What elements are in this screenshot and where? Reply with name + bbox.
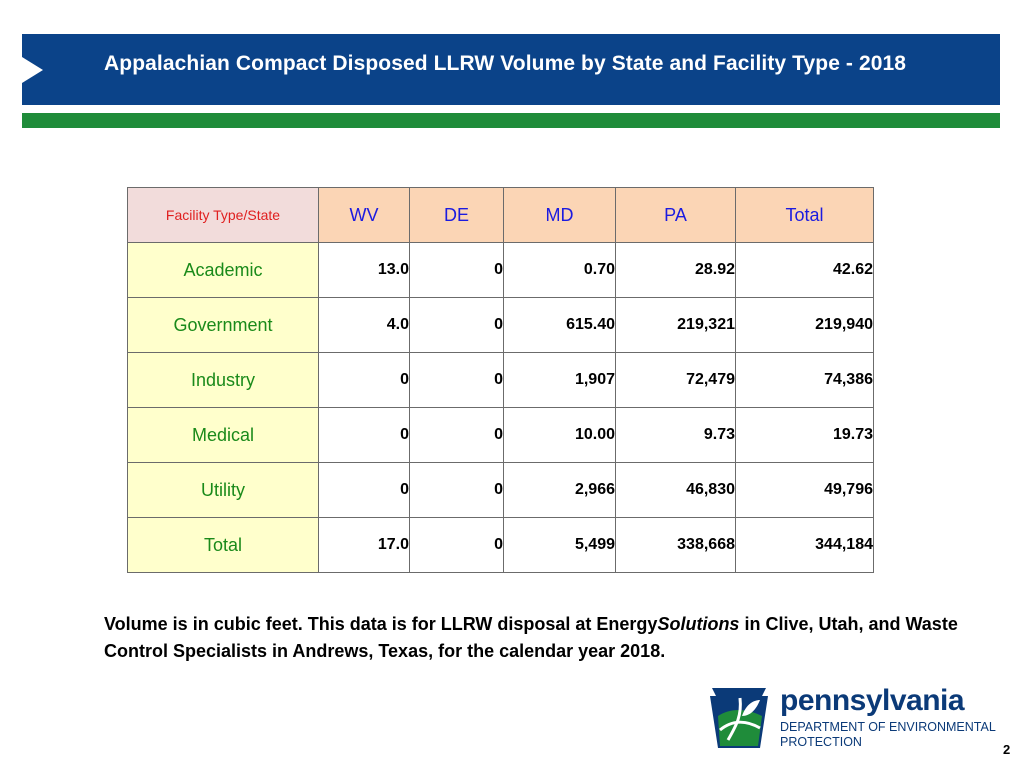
table-cell: 74,386: [735, 352, 874, 408]
table-cell: 4.0: [318, 297, 410, 353]
table-cell: 0: [409, 517, 504, 573]
table-cell: 219,321: [615, 297, 736, 353]
table-cell: 42.62: [735, 242, 874, 298]
pa-dep-logo: pennsylvania DEPARTMENT OF ENVIRONMENTAL…: [706, 684, 1006, 752]
table-cell: 0: [409, 462, 504, 518]
table-cell: 0.70: [503, 242, 616, 298]
column-header-total: Total: [735, 187, 874, 243]
footnote: Volume is in cubic feet. This data is fo…: [104, 611, 964, 665]
page-number: 2: [1003, 742, 1011, 757]
column-header-de: DE: [409, 187, 504, 243]
row-label-government: Government: [127, 297, 319, 353]
table-cell: 0: [318, 352, 410, 408]
table-row: Government 4.0 0 615.40 219,321 219,940: [127, 297, 874, 353]
column-header-wv: WV: [318, 187, 410, 243]
table-row-total: Total 17.0 0 5,499 338,668 344,184: [127, 517, 874, 573]
table-cell: 5,499: [503, 517, 616, 573]
row-label-total: Total: [127, 517, 319, 573]
table-cell: 338,668: [615, 517, 736, 573]
row-label-academic: Academic: [127, 242, 319, 298]
table-cell: 1,907: [503, 352, 616, 408]
table-cell: 9.73: [615, 407, 736, 463]
table-cell: 0: [318, 462, 410, 518]
table-cell: 219,940: [735, 297, 874, 353]
logo-wordmark: pennsylvania: [780, 684, 965, 717]
corner-header: Facility Type/State: [127, 187, 319, 243]
slide-title: Appalachian Compact Disposed LLRW Volume…: [104, 52, 907, 75]
table-cell: 46,830: [615, 462, 736, 518]
arrow-icon: [22, 57, 43, 83]
table-row: Medical 0 0 10.00 9.73 19.73: [127, 407, 874, 463]
logo-dept-line-2: PROTECTION: [780, 735, 862, 749]
table-cell: 0: [409, 242, 504, 298]
table-cell: 17.0: [318, 517, 410, 573]
table-cell: 13.0: [318, 242, 410, 298]
table-row: Academic 13.0 0 0.70 28.92 42.62: [127, 242, 874, 298]
table-cell: 0: [409, 352, 504, 408]
table-cell: 72,479: [615, 352, 736, 408]
accent-bar: [22, 113, 1000, 128]
table-cell: 0: [318, 407, 410, 463]
footnote-text-1: Volume is in cubic feet. This data is fo…: [104, 614, 658, 634]
table-cell: 344,184: [735, 517, 874, 573]
column-header-md: MD: [503, 187, 616, 243]
table-cell: 19.73: [735, 407, 874, 463]
llrw-volume-table: Facility Type/State WV DE MD PA Total Ac…: [127, 187, 874, 573]
footnote-text-2: in Clive, Utah, and Waste Control Specia…: [104, 614, 958, 661]
table-row: Utility 0 0 2,966 46,830 49,796: [127, 462, 874, 518]
table-cell: 2,966: [503, 462, 616, 518]
row-label-medical: Medical: [127, 407, 319, 463]
footnote-italic: Solutions: [657, 614, 740, 634]
row-label-industry: Industry: [127, 352, 319, 408]
table-cell: 10.00: [503, 407, 616, 463]
logo-dept-line-1: DEPARTMENT OF ENVIRONMENTAL: [780, 720, 996, 734]
column-header-pa: PA: [615, 187, 736, 243]
table-cell: 49,796: [735, 462, 874, 518]
table-cell: 0: [409, 407, 504, 463]
logo-department: DEPARTMENT OF ENVIRONMENTAL PROTECTION: [780, 720, 996, 750]
table-cell: 615.40: [503, 297, 616, 353]
keystone-logo-icon: [710, 688, 768, 748]
table-header-row: Facility Type/State WV DE MD PA Total: [127, 187, 874, 243]
table-row: Industry 0 0 1,907 72,479 74,386: [127, 352, 874, 408]
row-label-utility: Utility: [127, 462, 319, 518]
title-bar: Appalachian Compact Disposed LLRW Volume…: [22, 34, 1000, 105]
table-cell: 28.92: [615, 242, 736, 298]
table-cell: 0: [409, 297, 504, 353]
